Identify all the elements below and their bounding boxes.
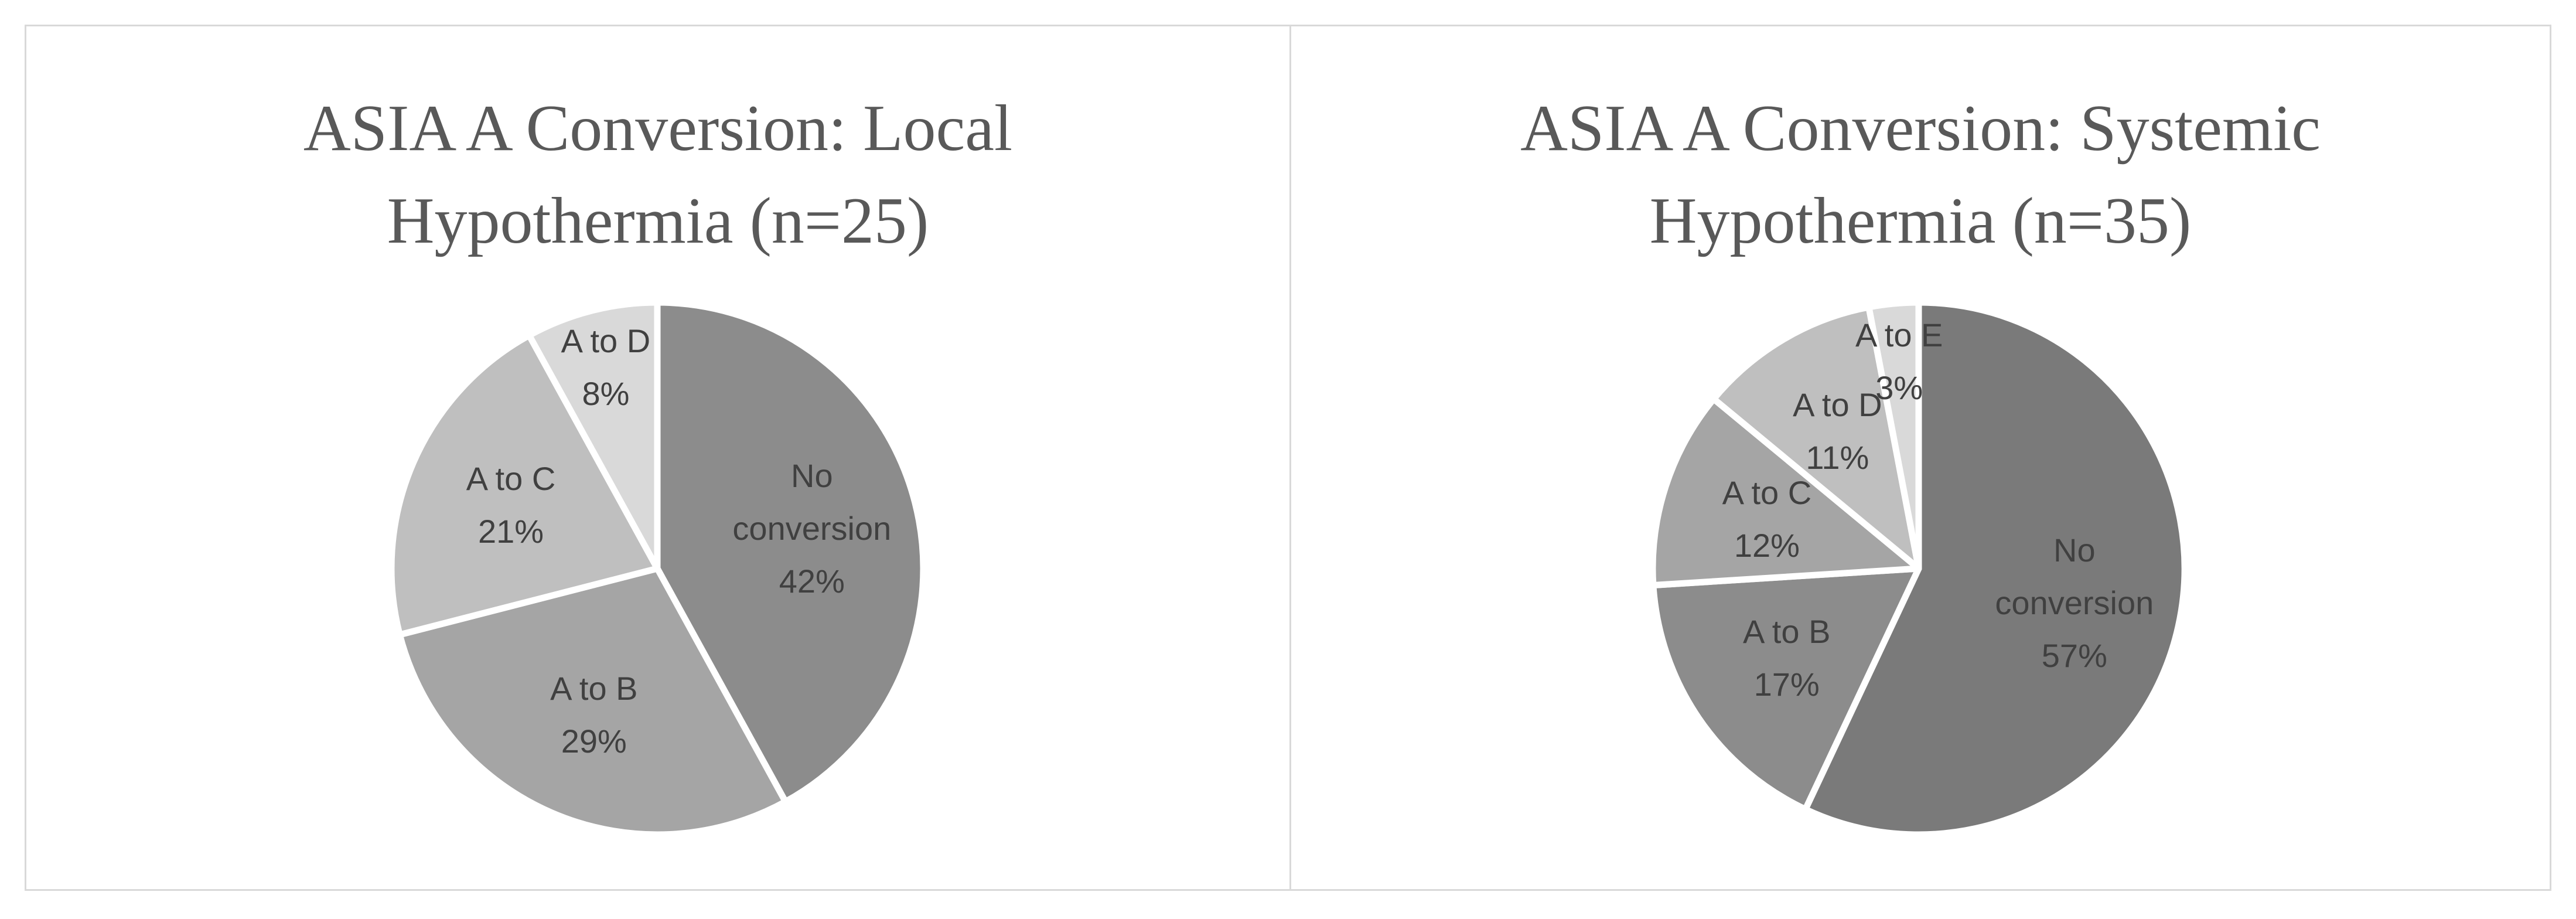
pie-slice bbox=[526, 299, 661, 572]
category-label: A to D bbox=[1793, 386, 1882, 423]
pie-slice bbox=[1649, 396, 1922, 589]
value-label: 57% bbox=[2041, 637, 2107, 675]
category-label: A to E bbox=[1855, 316, 1943, 354]
chart-title: ASIA A Conversion: Systemic Hypothermia … bbox=[1520, 92, 2321, 257]
pie-slice bbox=[1802, 299, 2188, 838]
data-label: A to E 3% bbox=[1803, 309, 1996, 414]
category-label: A to C bbox=[466, 460, 556, 497]
value-label: 17% bbox=[1753, 666, 1820, 703]
pie-slice bbox=[396, 565, 789, 838]
chart-panel: ASIA A Conversion: Systemic Hypothermia … bbox=[1289, 25, 2551, 891]
data-label: A to D 11% bbox=[1741, 379, 1934, 484]
value-label: 29% bbox=[561, 722, 627, 760]
value-label: 11% bbox=[1806, 438, 1869, 476]
pie-slice bbox=[1710, 304, 1922, 572]
data-label: A to B 17% bbox=[1690, 605, 1884, 711]
data-label: A to B 29% bbox=[497, 662, 691, 768]
category-label: A to B bbox=[1742, 613, 1831, 651]
data-label: No conversion 57% bbox=[1978, 524, 2171, 682]
chart-title: ASIA A Conversion: Local Hypothermia (n=… bbox=[303, 92, 1013, 257]
category-label: A to D bbox=[561, 322, 651, 359]
value-label: 8% bbox=[582, 375, 630, 412]
category-label: No conversion bbox=[732, 457, 892, 547]
data-label: A to C 21% bbox=[414, 452, 608, 558]
data-label: A to D 8% bbox=[509, 315, 702, 420]
pie-slice bbox=[1650, 565, 1922, 813]
value-label: 42% bbox=[779, 563, 845, 600]
pie-slice bbox=[1865, 299, 1922, 572]
data-label: A to C 12% bbox=[1670, 467, 1864, 572]
category-label: A to B bbox=[550, 669, 638, 707]
category-label: A to C bbox=[1722, 474, 1812, 511]
data-label: No conversion 42% bbox=[715, 450, 909, 608]
pie-slice bbox=[654, 299, 927, 805]
value-label: 3% bbox=[1875, 369, 1923, 407]
category-label: No conversion bbox=[1995, 532, 2154, 622]
value-label: 21% bbox=[477, 512, 544, 550]
pie-slice bbox=[388, 332, 661, 638]
value-label: 12% bbox=[1734, 526, 1800, 564]
